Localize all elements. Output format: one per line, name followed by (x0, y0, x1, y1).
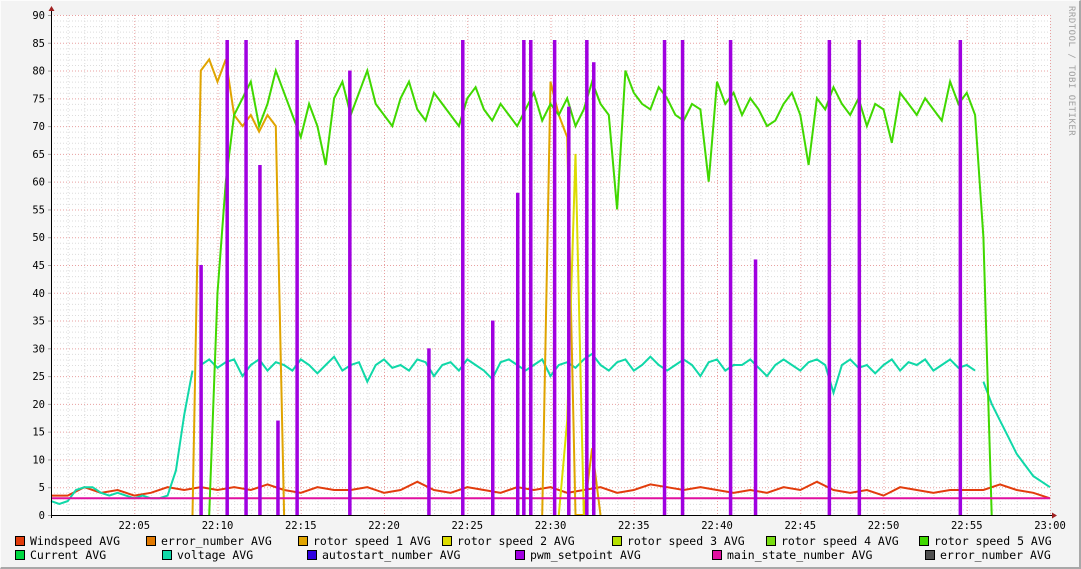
legend-label: Current AVG (30, 548, 107, 562)
legend-label: rotor speed 1 AVG (313, 534, 431, 548)
series-line-windspeed-avg (51, 480, 1051, 500)
spike-pwm-setpoint-avg (827, 40, 832, 515)
x-tick-label: 22:30 (535, 520, 567, 532)
spike-pwm-setpoint-avg (244, 40, 248, 515)
series-line-voltage-avg (50, 370, 194, 505)
spike-pwm-setpoint-avg (491, 320, 495, 515)
y-tick-label: 10 (32, 454, 45, 466)
spike-pwm-setpoint-avg (427, 348, 431, 515)
spike-pwm-setpoint-avg (958, 40, 963, 515)
x-tick-label: 22:15 (285, 520, 317, 532)
y-tick-label: 25 (32, 371, 45, 383)
y-tick-label: 45 (32, 260, 45, 272)
y-tick-label: 75 (32, 93, 45, 105)
legend-label: error_number AVG (161, 534, 272, 548)
spike-pwm-setpoint-avg (585, 40, 589, 515)
spike-pwm-setpoint-avg (857, 40, 862, 515)
spike-pwm-setpoint-avg (295, 40, 299, 515)
y-tick-label: 85 (32, 38, 45, 50)
y-axis-arrow-icon (48, 6, 55, 11)
y-tick-label: 35 (32, 316, 45, 328)
spike-pwm-setpoint-avg (276, 420, 280, 515)
spike-pwm-setpoint-avg (348, 70, 352, 516)
legend-swatch-icon (15, 536, 25, 546)
legend-swatch-icon (712, 550, 722, 560)
legend-swatch-icon (442, 536, 452, 546)
legend-label: main_state_number AVG (727, 548, 873, 562)
spike-pwm-setpoint-avg (225, 40, 229, 515)
legend-label: rotor speed 5 AVG (934, 534, 1052, 548)
spike-pwm-setpoint-avg (522, 40, 526, 515)
legend-label: rotor speed 3 AVG (627, 534, 745, 548)
x-tick-label: 23:00 (1034, 520, 1066, 532)
legend-swatch-icon (766, 536, 776, 546)
y-tick-label: 70 (32, 121, 45, 133)
spike-pwm-setpoint-avg (552, 40, 557, 515)
legend-swatch-icon (925, 550, 935, 560)
legend-label: voltage AVG (177, 548, 254, 562)
y-tick-label: 50 (32, 232, 45, 244)
x-tick-label: 22:40 (701, 520, 733, 532)
x-tick-label: 22:25 (451, 520, 483, 532)
y-tick-label: 65 (32, 149, 45, 161)
spike-pwm-setpoint-avg (592, 62, 596, 515)
y-tick-label: 0 (39, 510, 45, 522)
legend-label: error_number AVG (940, 548, 1051, 562)
spike-pwm-setpoint-avg (680, 40, 685, 515)
legend-swatch-icon (146, 536, 156, 546)
spike-pwm-setpoint-avg (199, 265, 203, 515)
legend-swatch-icon (298, 536, 308, 546)
legend-swatch-icon (307, 550, 317, 560)
spike-pwm-setpoint-avg (529, 40, 533, 515)
x-tick-label: 22:55 (951, 520, 983, 532)
legend-label: Windspeed AVG (30, 534, 121, 548)
spike-pwm-setpoint-avg (567, 106, 571, 516)
spike-pwm-setpoint-avg (258, 165, 262, 515)
series-line-rotor-speed-1-avg (191, 57, 286, 516)
y-tick-label: 60 (32, 177, 45, 189)
watermark: RRDTOOL / TOBI OETIKER (1066, 6, 1076, 137)
legend-label: rotor speed 2 AVG (457, 534, 575, 548)
series-line-rotor-speed-5-avg (208, 67, 993, 516)
y-tick-label: 20 (32, 399, 45, 411)
spike-pwm-setpoint-avg (753, 259, 758, 515)
series-line-rotor-speed-1-avg (541, 81, 602, 516)
y-tick-label: 90 (32, 10, 45, 22)
legend-swatch-icon (162, 550, 172, 560)
y-tick-label: 15 (32, 427, 45, 439)
spike-pwm-setpoint-avg (515, 192, 520, 515)
legend-label: pwm_setpoint AVG (530, 548, 641, 562)
legend-swatch-icon (15, 550, 25, 560)
spike-pwm-setpoint-avg (461, 40, 465, 515)
legend-swatch-icon (919, 536, 929, 546)
x-tick-label: 22:10 (202, 520, 234, 532)
legend-swatch-icon (515, 550, 525, 560)
spike-pwm-setpoint-avg (662, 40, 667, 515)
y-tick-label: 30 (32, 343, 45, 355)
legend-swatch-icon (612, 536, 622, 546)
y-tick-label: 80 (32, 66, 45, 78)
legend-label: autostart_number AVG (322, 548, 461, 562)
y-tick-label: 40 (32, 288, 45, 300)
y-tick-label: 55 (32, 204, 45, 216)
series-line-rotor-speed-2-avg (557, 153, 585, 516)
x-tick-label: 22:20 (368, 520, 400, 532)
x-tick-label: 22:50 (868, 520, 900, 532)
x-tick-label: 22:05 (118, 520, 150, 532)
x-tick-label: 22:35 (618, 520, 650, 532)
series-line-voltage-avg (982, 381, 1051, 489)
y-tick-label: 5 (39, 482, 45, 494)
legend-label: rotor speed 4 AVG (781, 534, 899, 548)
x-tick-label: 22:45 (784, 520, 816, 532)
x-axis-arrow-icon (1052, 512, 1057, 519)
spike-pwm-setpoint-avg (728, 40, 733, 515)
